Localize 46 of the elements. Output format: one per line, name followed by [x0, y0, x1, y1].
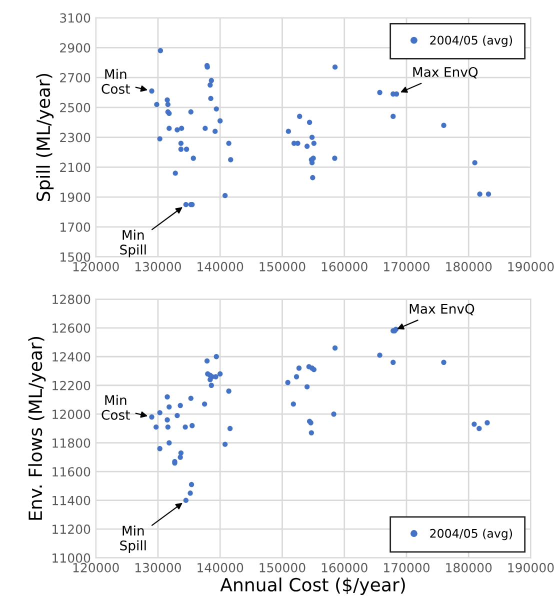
- x-tick-label: 170000: [384, 262, 430, 272]
- y-tick-label: 11600: [52, 467, 90, 477]
- annotation: Min Cost: [102, 394, 130, 420]
- annotation: Min Spill: [120, 230, 146, 258]
- y-axis-title: Spill (ML/year): [36, 74, 54, 202]
- y-tick-label: 2900: [60, 43, 90, 53]
- y-tick-label: 1500: [60, 252, 90, 262]
- y-tick-label: 12600: [52, 323, 90, 333]
- y-tick-label: 1900: [60, 192, 90, 202]
- legend-label: 2004/05 (avg): [430, 36, 512, 47]
- y-tick-label: 2700: [60, 73, 90, 82]
- annotation: Min Spill: [120, 525, 146, 554]
- x-tick-label: 160000: [322, 562, 368, 572]
- x-tick-label: 160000: [322, 262, 368, 272]
- x-tick-label: 150000: [260, 562, 306, 572]
- x-tick-label: 190000: [508, 562, 554, 572]
- x-tick-label: 130000: [135, 262, 181, 272]
- annotation: Max EnvQ: [413, 66, 478, 78]
- annotation: Min Cost: [102, 68, 130, 94]
- y-tick-label: 12400: [52, 352, 90, 362]
- y-tick-label: 11200: [52, 524, 90, 534]
- y-tick-label: 12800: [52, 294, 90, 304]
- y-tick-label: 2500: [60, 102, 90, 112]
- x-tick-label: 130000: [135, 562, 181, 572]
- annotation: Max EnvQ: [410, 304, 474, 316]
- x-tick-label: 180000: [446, 562, 492, 572]
- x-tick-label: 120000: [73, 262, 119, 272]
- y-tick-label: 3100: [60, 13, 90, 23]
- y-tick-label: 12200: [52, 380, 90, 390]
- legend-label: 2004/05 (avg): [430, 528, 512, 540]
- y-tick-label: 1700: [60, 222, 90, 232]
- x-tick-label: 170000: [384, 562, 430, 572]
- x-tick-label: 140000: [198, 562, 244, 572]
- x-tick-label: 140000: [198, 262, 244, 272]
- x-tick-label: 180000: [446, 262, 492, 272]
- y-tick-label: 11400: [52, 496, 90, 506]
- x-tick-label: 190000: [508, 262, 554, 272]
- x-axis-title: Annual Cost ($/year): [220, 578, 405, 596]
- y-axis-title: Env. Flows (ML/year): [28, 337, 46, 520]
- y-tick-label: 12000: [52, 410, 90, 420]
- y-tick-label: 2100: [60, 162, 90, 172]
- x-tick-label: 120000: [73, 562, 119, 572]
- y-tick-label: 11800: [52, 438, 90, 448]
- y-tick-label: 2300: [60, 132, 90, 142]
- y-tick-label: 11000: [52, 553, 90, 563]
- x-tick-label: 150000: [260, 262, 306, 272]
